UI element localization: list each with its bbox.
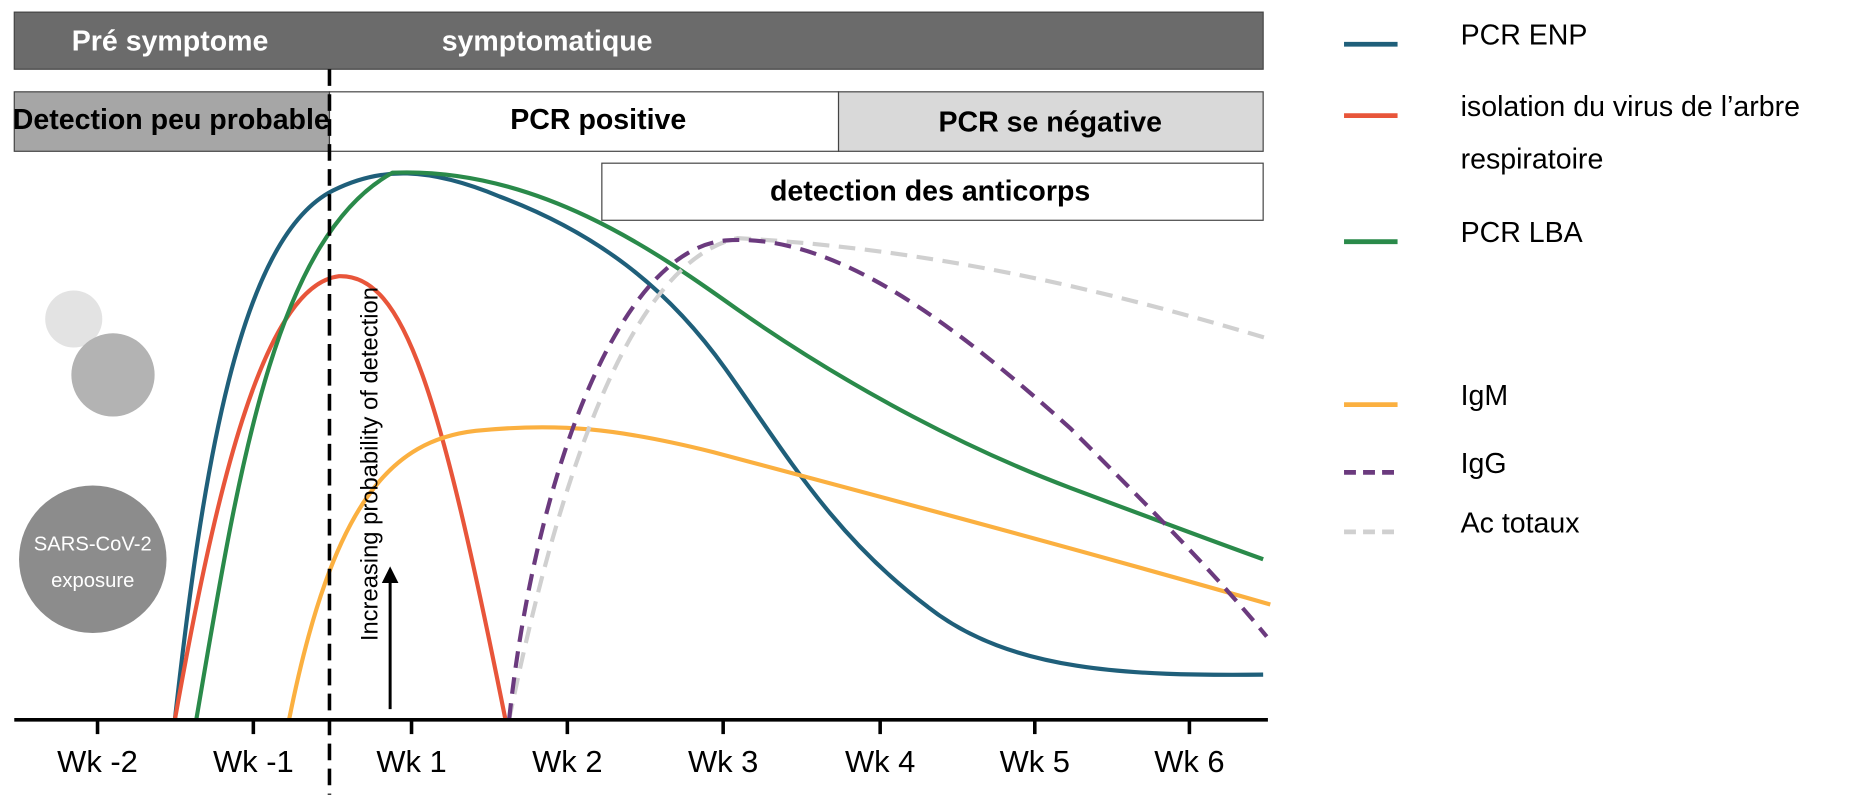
x-tick-label: Wk -1	[213, 744, 294, 779]
exposure-label: SARS-CoV-2	[34, 533, 152, 555]
x-ticks: Wk -2 Wk -1 Wk 1 Wk 2 Wk 3 Wk 4 Wk 5 Wk 6	[57, 720, 1224, 779]
curve	[175, 276, 506, 720]
y-annotation: Increasing probability of detection	[356, 287, 383, 641]
curve	[509, 240, 1267, 720]
x-tick-label: Wk 3	[688, 744, 758, 779]
legend-label: PCR ENP	[1461, 20, 1588, 52]
legend-label: PCR LBA	[1461, 217, 1583, 249]
x-tick-label: Wk 2	[532, 744, 602, 779]
detection-label: Detection peu probable	[13, 104, 330, 136]
legend-label: IgM	[1461, 380, 1509, 412]
legend-label: IgG	[1461, 448, 1507, 480]
detection-label: PCR se négative	[938, 106, 1162, 138]
exposure-label: exposure	[51, 570, 134, 592]
x-tick-label: Wk 1	[376, 744, 446, 779]
x-tick-label: Wk -2	[57, 744, 138, 779]
legend: PCR ENP isolation du virus de l’arbre resp…	[1344, 20, 1800, 540]
curve	[509, 238, 1270, 720]
x-tick-label: Wk 5	[1000, 744, 1070, 779]
legend-label: Ac totaux	[1461, 507, 1580, 539]
x-tick-label: Wk 6	[1154, 744, 1224, 779]
phase-label: symptomatique	[442, 26, 653, 58]
diagram: Pré symptome symptomatique Detection peu…	[0, 0, 1865, 795]
arrow-head	[382, 566, 399, 583]
phase-label: Pré symptome	[72, 26, 269, 58]
curves	[175, 172, 1270, 719]
page: {"phases": {"pre": "Pré symptome", "symp…	[0, 0, 1865, 795]
detection-label: PCR positive	[510, 104, 686, 136]
legend-label: respiratoire	[1461, 143, 1604, 175]
detection-label: detection des anticorps	[770, 175, 1090, 207]
curve	[175, 173, 1263, 719]
legend-label: isolation du virus de l’arbre	[1461, 91, 1800, 123]
curve	[289, 427, 1270, 720]
x-tick-label: Wk 4	[845, 744, 915, 779]
